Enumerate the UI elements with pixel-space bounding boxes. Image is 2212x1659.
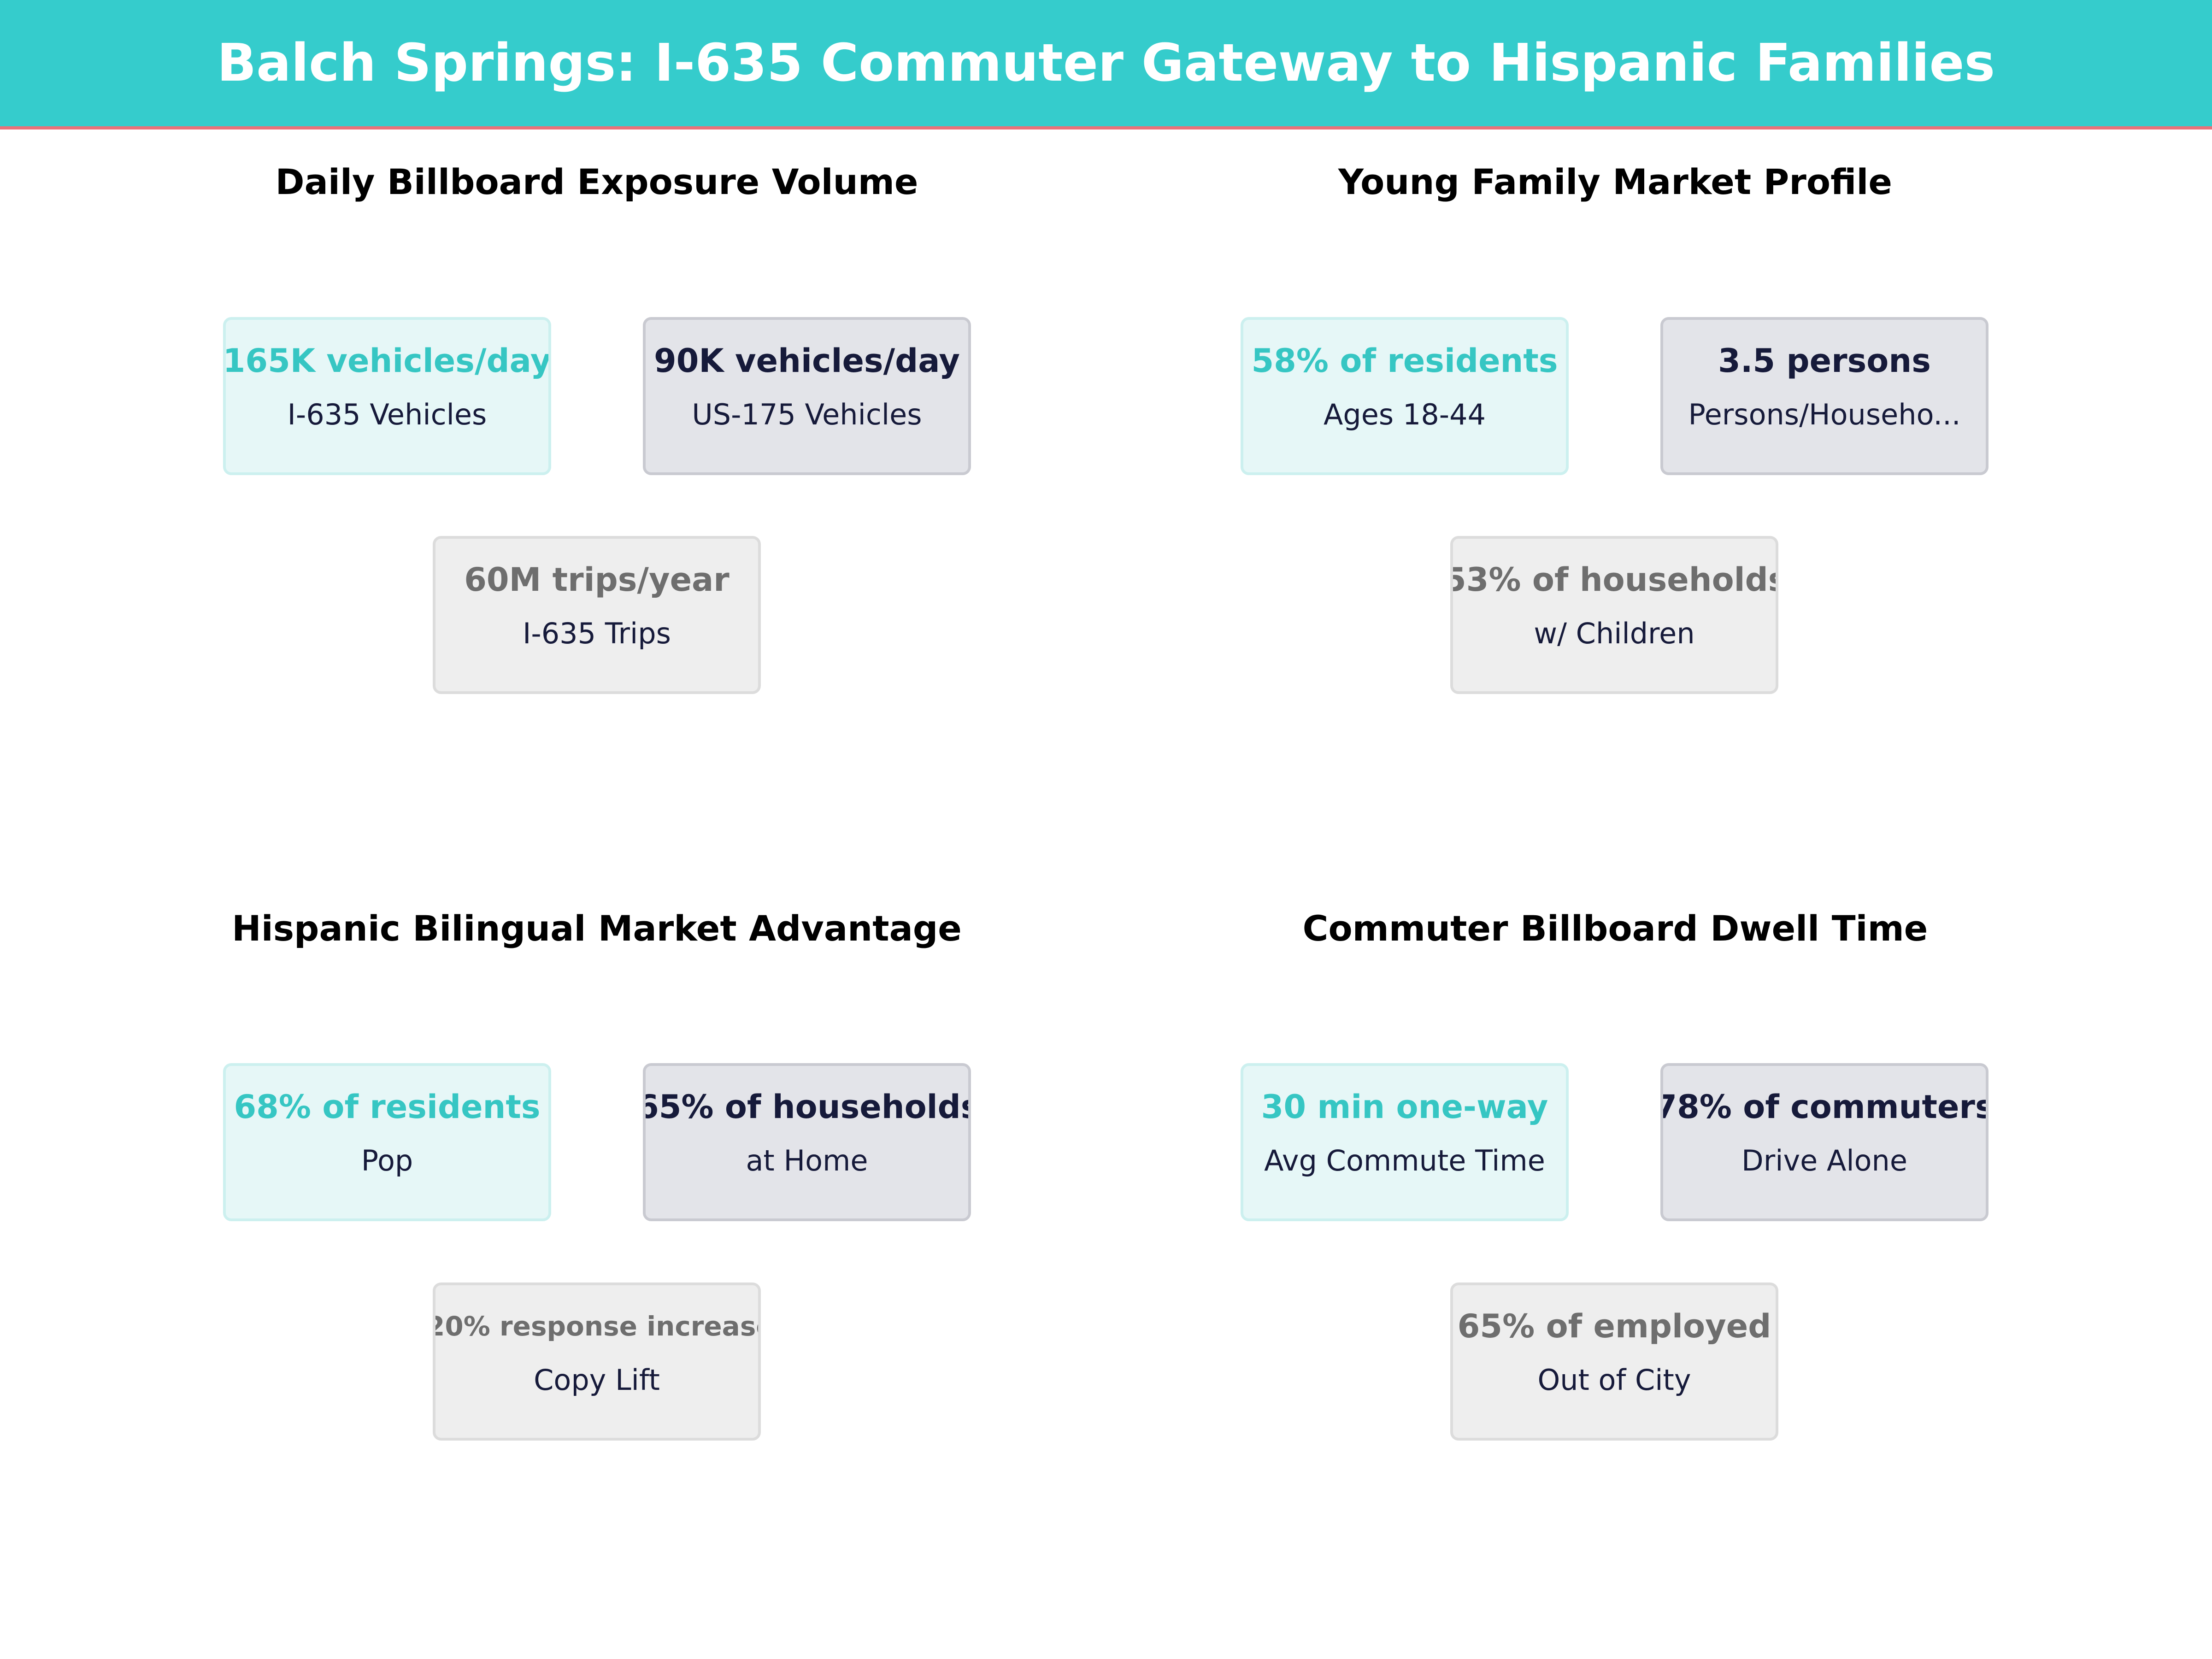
stat-value: 65% of employed [1457, 1307, 1771, 1345]
stat-label: Copy Lift [534, 1363, 660, 1397]
stat-value: 90K vehicles/day [654, 342, 960, 380]
stat-value: 30 min one-way [1261, 1088, 1548, 1126]
stat-card-us175-vehicles: 90K vehicles/day US-175 Vehicles [643, 317, 971, 475]
stat-value: 78% of commuters [1660, 1088, 1988, 1126]
stat-card-i635-trips: 60M trips/year I-635 Trips [433, 536, 761, 694]
stat-label: US-175 Vehicles [692, 398, 922, 431]
stat-card-household-size: 3.5 persons Persons/Househo... [1660, 317, 1988, 475]
page-title: Balch Springs: I-635 Commuter Gateway to… [217, 33, 1995, 93]
stat-label: Pop [361, 1144, 413, 1177]
panel-title-family-profile: Young Family Market Profile [1338, 161, 1892, 202]
panel-title-exposure-volume: Daily Billboard Exposure Volume [275, 161, 918, 202]
stat-label: Persons/Househo... [1688, 398, 1961, 431]
stat-value: 65% of households [643, 1088, 971, 1126]
stat-label: Avg Commute Time [1264, 1144, 1545, 1177]
stat-label: w/ Children [1534, 617, 1695, 650]
stat-value: 58% of residents [1251, 342, 1558, 380]
stat-card-pop: 68% of residents Pop [223, 1063, 551, 1221]
stat-value: 165K vehicles/day [223, 342, 551, 380]
stat-card-at-home: 65% of households at Home [643, 1063, 971, 1221]
stat-card-out-of-city: 65% of employed Out of City [1450, 1282, 1778, 1441]
stat-label: I-635 Vehicles [287, 398, 487, 431]
stat-card-ages: 58% of residents Ages 18-44 [1241, 317, 1569, 475]
stat-value: 68% of residents [234, 1088, 541, 1126]
stat-label: I-635 Trips [523, 617, 671, 650]
stat-value: 53% of households [1450, 561, 1778, 599]
stat-card-i635-vehicles: 165K vehicles/day I-635 Vehicles [223, 317, 551, 475]
stat-value: 20% response increase [433, 1311, 761, 1342]
stat-card-commute-time: 30 min one-way Avg Commute Time [1241, 1063, 1569, 1221]
stat-value: 60M trips/year [464, 561, 729, 599]
header-banner: Balch Springs: I-635 Commuter Gateway to… [0, 0, 2212, 129]
panel-title-bilingual-market: Hispanic Bilingual Market Advantage [232, 908, 962, 949]
stat-label: Ages 18-44 [1323, 398, 1486, 431]
stat-card-children: 53% of households w/ Children [1450, 536, 1778, 694]
stat-label: Drive Alone [1741, 1144, 1907, 1177]
panel-title-dwell-time: Commuter Billboard Dwell Time [1302, 908, 1928, 949]
stat-card-copy-lift: 20% response increase Copy Lift [433, 1282, 761, 1441]
stat-card-drive-alone: 78% of commuters Drive Alone [1660, 1063, 1988, 1221]
stat-label: Out of City [1537, 1363, 1691, 1397]
stat-label: at Home [746, 1144, 868, 1177]
stat-value: 3.5 persons [1718, 342, 1931, 380]
